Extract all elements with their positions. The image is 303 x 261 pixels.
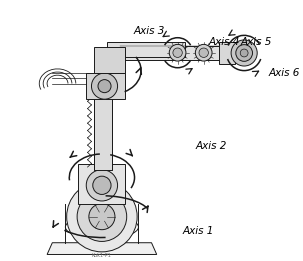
Polygon shape	[47, 243, 157, 254]
Bar	[219, 42, 235, 64]
Bar	[94, 91, 112, 170]
Text: Axis 4: Axis 4	[209, 37, 240, 47]
Circle shape	[169, 44, 186, 61]
Circle shape	[195, 44, 212, 61]
Bar	[94, 47, 125, 73]
Bar	[120, 46, 225, 60]
Circle shape	[199, 48, 208, 57]
Text: Kuk1-P1: Kuk1-P1	[92, 253, 112, 258]
Circle shape	[86, 170, 118, 201]
Text: Axis 3: Axis 3	[133, 26, 165, 36]
Bar	[107, 42, 185, 57]
Circle shape	[173, 48, 182, 57]
Text: Axis 1: Axis 1	[183, 226, 214, 236]
Bar	[78, 164, 125, 204]
Circle shape	[77, 192, 127, 241]
Circle shape	[236, 45, 252, 61]
Text: Axis 5: Axis 5	[240, 37, 271, 47]
Circle shape	[67, 181, 137, 252]
Circle shape	[92, 73, 118, 99]
Circle shape	[240, 49, 248, 57]
Circle shape	[89, 204, 115, 230]
Text: Axis 2: Axis 2	[196, 141, 227, 151]
Circle shape	[93, 176, 111, 194]
Circle shape	[98, 80, 111, 93]
Text: Axis 6: Axis 6	[269, 68, 300, 78]
Bar	[86, 73, 125, 99]
Circle shape	[231, 40, 257, 66]
